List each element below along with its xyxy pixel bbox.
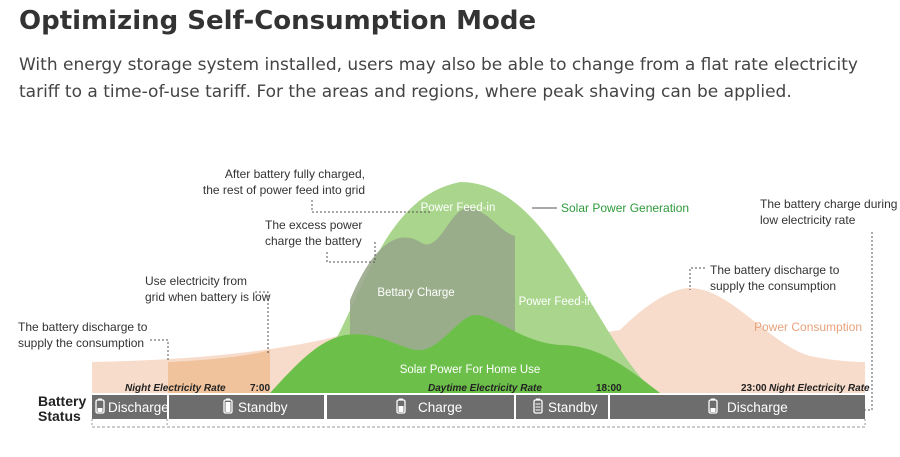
annotation-fully-charged-line2: the rest of power feed into grid bbox=[203, 183, 365, 197]
time-0700-label: 7:00 bbox=[250, 383, 270, 394]
annotation-fully-charged: After battery fully charged, the rest of… bbox=[203, 167, 430, 213]
status-segment-discharge-night: Discharge bbox=[92, 395, 169, 419]
status-segment-label: Standby bbox=[238, 400, 288, 415]
battery-status-label-line2: Status bbox=[38, 408, 81, 424]
annotation-excess-power-line1: The excess power bbox=[265, 218, 362, 232]
annotation-fully-charged-line1: After battery fully charged, bbox=[225, 167, 365, 181]
battery-low-icon bbox=[708, 398, 718, 414]
solar-generation-label: Solar Power Generation bbox=[561, 201, 689, 215]
status-segment-standby-morning: Standby bbox=[169, 395, 324, 419]
annotation-excess-power: The excess power charge the battery bbox=[265, 218, 376, 263]
battery-status-label-line1: Battery bbox=[38, 393, 86, 409]
battery-icon bbox=[223, 398, 233, 414]
night-rate-left-label: Night Electricity Rate bbox=[125, 383, 226, 394]
annotation-use-grid-line1: Use electricity from bbox=[145, 274, 247, 288]
time-2300-label: 23:00 bbox=[741, 383, 767, 394]
annotation-use-grid: Use electricity from grid when battery i… bbox=[145, 274, 271, 355]
daytime-rate-label: Daytime Electricity Rate bbox=[428, 383, 542, 394]
annotation-charge-low-rate: The battery charge during low electricit… bbox=[760, 197, 897, 411]
night-rate-right-label: Night Electricity Rate bbox=[769, 383, 870, 394]
battery-status-bar: Discharge Standby Charge bbox=[91, 395, 866, 428]
annotation-discharge-left: The battery discharge to supply the cons… bbox=[18, 320, 169, 362]
home-use-label: Solar Power For Home Use bbox=[400, 364, 541, 376]
status-segment-charge: Charge bbox=[327, 395, 514, 419]
annotation-excess-power-line2: charge the battery bbox=[265, 234, 362, 248]
status-segment-label: Discharge bbox=[727, 400, 788, 415]
solar-generation-legend: Solar Power Generation bbox=[532, 201, 689, 215]
battery-charging-icon bbox=[396, 398, 406, 414]
annotation-discharge-right-line1: The battery discharge to bbox=[710, 263, 840, 277]
status-segment-discharge-night-right: Discharge bbox=[610, 395, 865, 419]
battery-low-icon bbox=[95, 398, 105, 414]
status-segment-standby-evening: Standby bbox=[516, 395, 608, 419]
annotation-use-grid-line2: grid when battery is low bbox=[145, 290, 271, 304]
annotation-discharge-left-line2: supply the consumption bbox=[18, 336, 144, 350]
annotation-charge-low-rate-line2: low electricity rate bbox=[760, 213, 856, 227]
night-grid-usage-area bbox=[168, 350, 270, 393]
power-feed-in-top-label: Power Feed-in bbox=[421, 202, 496, 214]
intro-paragraph: With energy storage system installed, us… bbox=[19, 55, 858, 102]
annotation-discharge-left-line1: The battery discharge to bbox=[18, 320, 148, 334]
power-consumption-label: Power Consumption bbox=[754, 320, 862, 334]
status-segment-label: Discharge bbox=[108, 400, 169, 415]
status-segment-label: Charge bbox=[418, 400, 462, 415]
battery-charge-label: Bettary Charge bbox=[377, 287, 454, 299]
annotation-discharge-right-line2: supply the consumption bbox=[710, 279, 836, 293]
annotation-charge-low-rate-line1: The battery charge during bbox=[760, 197, 897, 211]
status-segment-label: Standby bbox=[548, 400, 598, 415]
page-title: Optimizing Self-Consumption Mode bbox=[19, 6, 537, 36]
home-use-area bbox=[270, 315, 660, 393]
battery-full-icon bbox=[533, 398, 543, 414]
power-feed-in-right-label: Power Feed-in bbox=[519, 296, 594, 308]
time-1800-label: 18:00 bbox=[596, 383, 622, 394]
annotation-discharge-right: The battery discharge to supply the cons… bbox=[689, 263, 840, 293]
